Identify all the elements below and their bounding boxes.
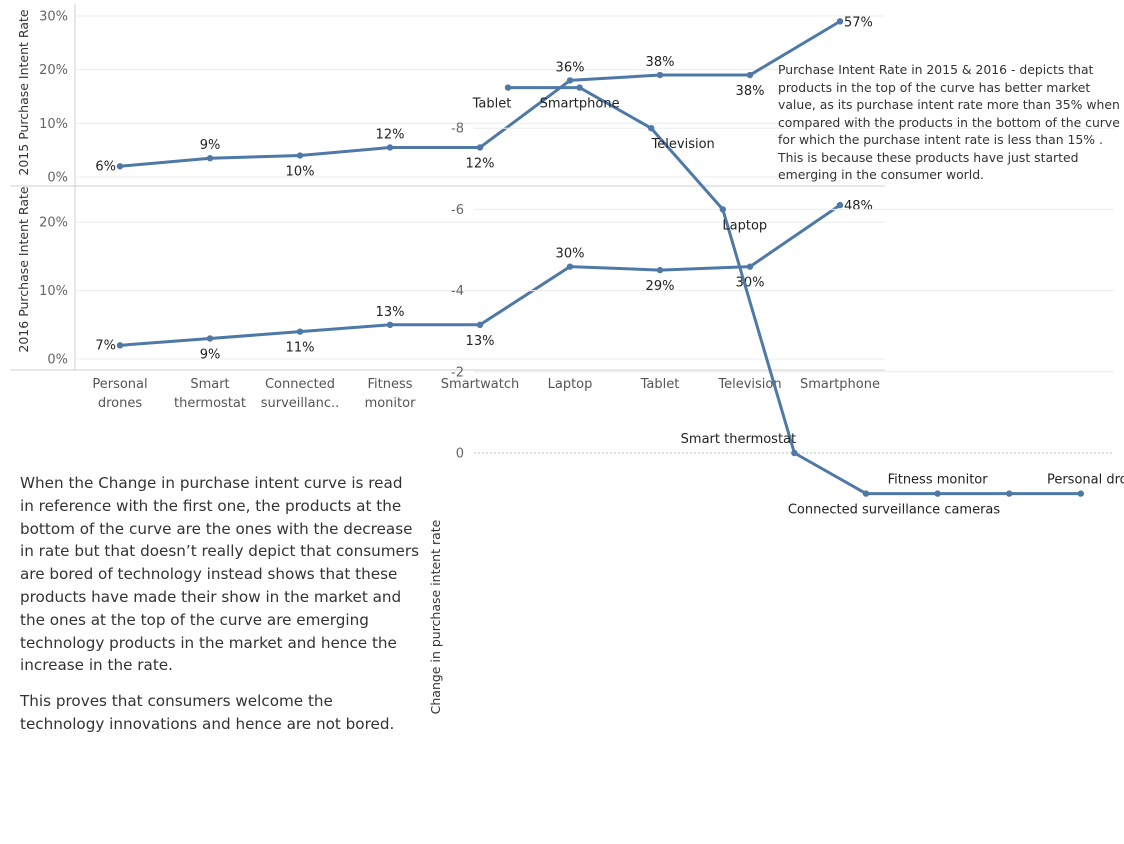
panel-2016-data-label: 13% <box>376 305 405 320</box>
change-data-label: Laptop <box>722 218 767 233</box>
change-data-point <box>791 449 798 457</box>
panel-2015-purchase-intent: 30% 20% 10% 0% 2015 Purchase Intent Rate 6% 9%… <box>10 4 885 187</box>
panel-2015-y-tick-label: 10% <box>39 117 68 132</box>
x-category-label: Personal drones <box>92 377 147 411</box>
change-y-tick-label: -8 <box>451 122 464 137</box>
change-y-tick-label: -6 <box>451 203 464 218</box>
panel-2016-data-label: 30% <box>556 247 585 262</box>
panel-2015-data-label: 38% <box>646 55 675 70</box>
change-data-point <box>862 490 870 497</box>
panel-2015-data-label: 38% <box>736 84 765 99</box>
change-data-point <box>719 206 726 213</box>
panel-2015-data-label: 12% <box>466 156 495 171</box>
x-category-label: Television <box>717 377 781 392</box>
panel-2016-data-label: 48% <box>844 199 873 214</box>
panel-2015-data-point <box>836 18 844 25</box>
change-data-point <box>1077 490 1085 497</box>
change-y-tick-label: -2 <box>451 365 464 380</box>
change-data-label: Personal drones <box>1047 473 1124 488</box>
panel-2015-data-point <box>476 144 484 151</box>
panel-2015-data-label: 12% <box>376 127 405 142</box>
annotation-left-paragraph-2: This proves that consumers welcome the t… <box>20 692 395 733</box>
panel-2016-y-tick-label: 20% <box>39 216 68 231</box>
panel-2016-y-tick-label: 0% <box>47 353 68 368</box>
panel-2015-data-point <box>296 152 304 159</box>
change-data-label: Tablet <box>472 97 512 112</box>
panel-2016-data-point <box>206 335 214 342</box>
panel-2015-data-label: 10% <box>286 165 315 180</box>
change-y-axis-title: Change in purchase intent rate <box>428 519 443 714</box>
panel-2015-data-label: 6% <box>95 159 116 174</box>
panel-2015-data-point <box>566 77 574 84</box>
panel-2016-y-tick-label: 10% <box>39 284 68 299</box>
panel-2015-data-point <box>206 155 214 162</box>
annotation-left-paragraph-1: When the Change in purchase intent curve… <box>20 474 420 675</box>
panel-2015-data-point <box>656 71 664 79</box>
panel-2016-y-axis-title: 2016 Purchase Intent Rate <box>16 186 31 352</box>
change-data-point <box>504 84 512 91</box>
annotation-top-right: Purchase Intent Rate in 2015 & 2016 - de… <box>778 62 1120 182</box>
panel-2015-data-label: 9% <box>200 138 221 153</box>
panel-2016-data-point <box>116 342 124 349</box>
panel-2015-y-axis-title: 2015 Purchase Intent Rate <box>16 9 31 175</box>
panel-2016-data-point <box>746 263 754 270</box>
x-category-label: Laptop <box>548 377 593 392</box>
change-y-tick-label: -4 <box>451 284 464 299</box>
change-data-point <box>576 84 583 91</box>
change-data-point <box>934 490 941 497</box>
x-category-label: Connected surveillanc.. <box>261 377 340 411</box>
change-y-tick-label: 0 <box>456 447 464 462</box>
change-data-point <box>1006 490 1013 497</box>
change-data-label: Fitness monitor <box>888 473 989 488</box>
x-category-label: Smartphone <box>800 377 880 392</box>
panel-2016-data-point <box>386 321 394 328</box>
panel-2016-data-label: 13% <box>466 334 495 349</box>
annotation-left: When the Change in purchase intent curve… <box>20 472 420 749</box>
change-data-label: Connected surveillance cameras <box>788 503 1001 518</box>
change-data-label: Television <box>651 137 715 152</box>
panel-2016-data-label: 9% <box>200 347 221 362</box>
panel-2016-data-label: 11% <box>286 341 315 356</box>
panel-2016-data-point <box>476 321 484 328</box>
panel-2016-data-label: 30% <box>736 276 765 291</box>
change-data-point <box>648 125 655 132</box>
x-category-label: Smart thermostat <box>174 377 246 411</box>
panel-2015-data-label: 36% <box>556 60 585 75</box>
change-data-label: Smart thermostat <box>681 432 796 447</box>
panel-2016-data-point <box>296 328 304 335</box>
x-category-label: Fitness monitor <box>365 377 417 411</box>
panel-2016-data-point <box>836 201 844 209</box>
x-category-label: Tablet <box>640 377 680 392</box>
panel-2016-data-point <box>656 266 664 274</box>
panel-2016-data-point <box>566 263 574 270</box>
panel-2015-y-tick-label: 0% <box>47 171 68 186</box>
change-data-label: Smartphone <box>540 97 620 112</box>
panel-2016-data-label: 29% <box>646 279 675 294</box>
panel-2015-data-point <box>116 163 124 170</box>
panel-2015-y-tick-label: 30% <box>39 10 68 25</box>
x-category-label: Smartwatch <box>441 377 519 392</box>
panel-change-in-purchase-intent: 0 -2 -4 -6 -8 Change in purchase intent rate T… <box>428 84 1124 714</box>
panel-2016-data-label: 7% <box>95 338 116 353</box>
panel-2015-data-point <box>386 144 394 151</box>
panel-2015-y-tick-label: 20% <box>39 63 68 78</box>
panel-2015-data-label: 57% <box>844 15 873 30</box>
panel-2015-data-point <box>746 71 754 79</box>
